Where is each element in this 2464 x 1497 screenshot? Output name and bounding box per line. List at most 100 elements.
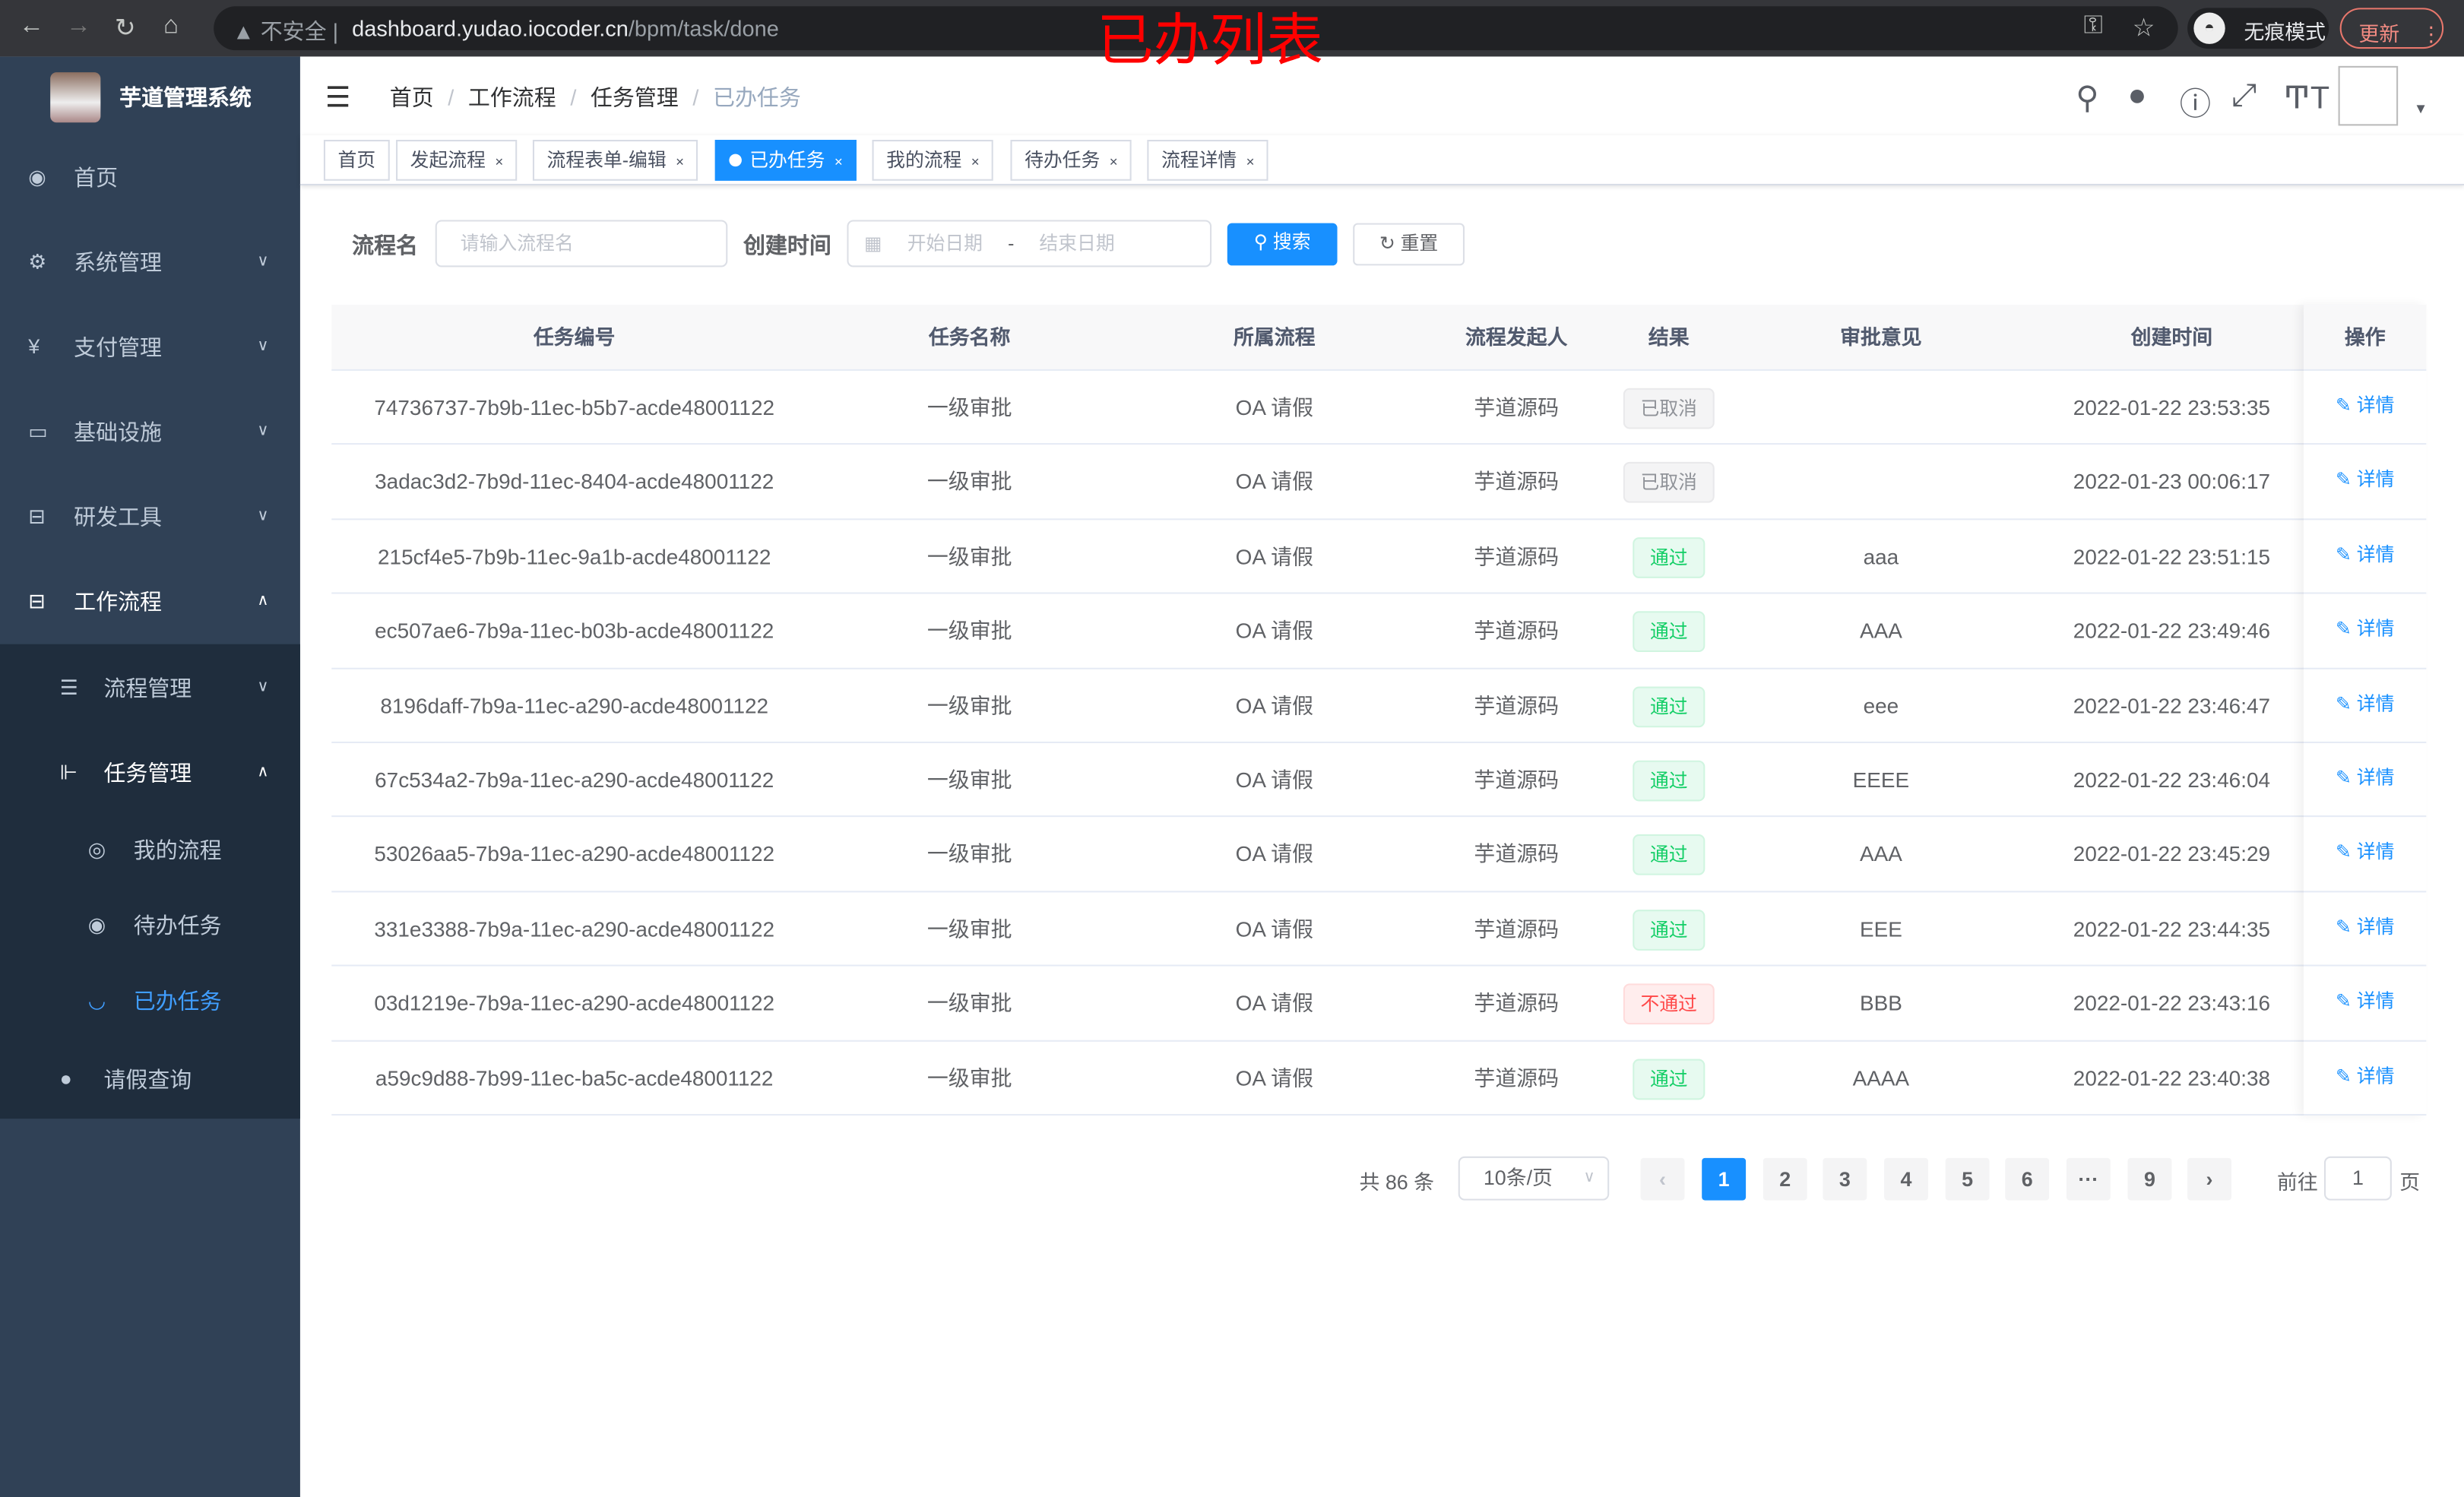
detail-button[interactable]: ✎ 详情 (2304, 520, 2426, 590)
page-button[interactable]: 5 (1945, 1157, 1990, 1201)
sidebar-item-my-process[interactable]: ◎ 我的流程 (0, 812, 300, 888)
cell-task-id: 331e3388-7b9a-11ec-a290-acde48001122 (374, 917, 775, 942)
page-button[interactable]: 3 (1823, 1157, 1867, 1201)
reload-icon[interactable]: ↻ (114, 15, 136, 43)
gear-icon: ⚙ (28, 249, 47, 274)
reset-button[interactable]: ↻ 重置 (1353, 223, 1465, 266)
cell-process-name: OA 请假 (1235, 1066, 1313, 1090)
tag-form-edit[interactable]: 流程表单-编辑 × (532, 140, 698, 181)
sidebar-item-done[interactable]: ◡ 已办任务 (0, 963, 300, 1038)
sidebar-item-infra[interactable]: ▭ 基础设施 ∨ (0, 390, 300, 475)
breadcrumb-item[interactable]: 首页 (389, 84, 434, 110)
sidebar-item-label: 系统管理 (74, 249, 162, 275)
address-bar[interactable] (214, 6, 2178, 51)
page-button[interactable]: 4 (1884, 1157, 1928, 1201)
tag-my-process[interactable]: 我的流程 × (872, 140, 994, 181)
key-icon[interactable]: ⚿ (2083, 12, 2103, 40)
search-icon[interactable]: ⚲ (2076, 81, 2099, 117)
fullscreen-icon[interactable]: ⤢ (2231, 78, 2257, 113)
cell-task-name: 一级审批 (926, 768, 1012, 793)
sidebar-item-workflow[interactable]: ⊟ 工作流程 ∧ (0, 559, 300, 644)
end-date[interactable]: 结束日期 (1039, 233, 1115, 255)
sidebar-item-home[interactable]: ◉ 首页 (0, 135, 300, 220)
breadcrumb-current: 已办任务 (713, 84, 801, 110)
close-icon[interactable]: × (676, 153, 684, 170)
font-size-icon[interactable]: ͲT (2283, 81, 2330, 117)
tag-start-process[interactable]: 发起流程 × (396, 140, 518, 181)
prev-page-button[interactable]: ‹ (1640, 1157, 1685, 1201)
home-icon[interactable]: ⌂ (163, 12, 179, 40)
cell-starter: 芋道源码 (1474, 396, 1560, 420)
sidebar-item-system[interactable]: ⚙ 系统管理 ∨ (0, 220, 300, 305)
detail-button[interactable]: ✎ 详情 (2304, 594, 2426, 665)
incognito-icon: ◓ (2193, 12, 2225, 44)
start-date[interactable]: 开始日期 (907, 233, 983, 255)
sidebar-item-label: 研发工具 (74, 504, 162, 530)
page-button[interactable]: 2 (1762, 1157, 1807, 1201)
cell-process-name: OA 请假 (1235, 694, 1313, 718)
breadcrumb-item[interactable]: 工作流程 (467, 84, 556, 110)
detail-button[interactable]: ✎ 详情 (2304, 818, 2426, 888)
github-icon[interactable]: ● (2127, 78, 2147, 113)
sidebar-item-leave[interactable]: ● 请假查询 (0, 1040, 300, 1119)
update-button[interactable]: 更新 ⋮ (2339, 8, 2444, 49)
tag-process-detail[interactable]: 流程详情 × (1147, 140, 1269, 181)
sidebar-item-label: 待办任务 (133, 913, 222, 938)
cell-starter: 芋道源码 (1474, 843, 1560, 867)
search-button[interactable]: ⚲ 搜索 (1227, 223, 1338, 266)
cell-create-time: 2022-01-22 23:51:15 (2073, 545, 2271, 569)
tag-todo[interactable]: 待办任务 × (1010, 140, 1132, 181)
page-button[interactable]: 9 (2127, 1157, 2172, 1201)
close-icon[interactable]: × (1246, 153, 1255, 170)
tag-home[interactable]: 首页 (323, 140, 390, 181)
star-icon[interactable]: ☆ (2132, 15, 2155, 43)
sidebar-item-label: 任务管理 (103, 760, 192, 786)
page-button[interactable]: 6 (2005, 1157, 2050, 1201)
cell-task-id: 53026aa5-7b9a-11ec-a290-acde48001122 (374, 843, 775, 867)
sidebar-item-task-manage[interactable]: ⊩ 任务管理 ∧ (0, 730, 300, 815)
sidebar-item-todo[interactable]: ◉ 待办任务 (0, 888, 300, 963)
edit-icon: ✎ (2336, 543, 2352, 565)
hamburger-icon[interactable]: ☰ (325, 81, 351, 113)
sidebar: 芋道管理系统 ◉ 首页 ⚙ 系统管理 ∨ ¥ 支付管理 ∨ ▭ 基础设施 ∨ ⊟ 研发工具 ∨ ⊟… (0, 56, 300, 1497)
sidebar-item-process-manage[interactable]: ☰ 流程管理 ∨ (0, 646, 300, 731)
page-size-select[interactable]: 10条/页 ∨ (1458, 1156, 1610, 1201)
back-icon[interactable]: ← (18, 12, 44, 40)
forward-icon[interactable]: → (65, 12, 91, 40)
caret-down-icon[interactable]: ▼ (2413, 100, 2428, 117)
breadcrumb-item[interactable]: 任务管理 (590, 84, 679, 110)
monitor-icon: ▭ (28, 419, 48, 444)
page-size-value: 10条/页 (1483, 1166, 1553, 1190)
detail-button[interactable]: ✎ 详情 (2304, 1041, 2426, 1112)
detail-label: 详情 (2356, 915, 2395, 938)
close-icon[interactable]: × (971, 153, 980, 170)
cell-comment: AAA (1859, 619, 1902, 644)
process-name-input[interactable]: 请输入流程名 (435, 220, 728, 267)
detail-button[interactable]: ✎ 详情 (2304, 669, 2426, 739)
page-button[interactable]: 1 (1702, 1157, 1747, 1201)
more-pages-button[interactable]: ··· (2066, 1157, 2111, 1201)
detail-button[interactable]: ✎ 详情 (2304, 371, 2426, 442)
avatar[interactable] (2338, 65, 2399, 126)
detail-button[interactable]: ✎ 详情 (2304, 892, 2426, 963)
tag-label: 我的流程 (886, 149, 962, 172)
detail-button[interactable]: ✎ 详情 (2304, 743, 2426, 814)
sidebar-item-tool[interactable]: ⊟ 研发工具 ∨ (0, 474, 300, 559)
detail-button[interactable]: ✎ 详情 (2304, 445, 2426, 516)
url[interactable]: dashboard.yudao.iocoder.cn/bpm/task/done (352, 16, 779, 41)
incognito-badge[interactable]: ◓ 无痕模式 (2187, 8, 2329, 49)
edit-icon: ✎ (2336, 394, 2352, 416)
calendar-icon: ▦ (864, 233, 882, 255)
close-icon[interactable]: × (495, 153, 504, 170)
sidebar-item-pay[interactable]: ¥ 支付管理 ∨ (0, 305, 300, 390)
help-icon[interactable]: ⓘ (2179, 87, 2212, 123)
chevron-up-icon: ∧ (257, 763, 269, 781)
date-range-picker[interactable]: ▦ 开始日期 - 结束日期 (847, 220, 1212, 267)
goto-page-input[interactable]: 1 (2323, 1156, 2392, 1201)
close-icon[interactable]: × (1109, 153, 1118, 170)
next-page-button[interactable]: › (2187, 1157, 2231, 1201)
detail-button[interactable]: ✎ 详情 (2304, 967, 2426, 1037)
close-icon[interactable]: × (834, 153, 843, 170)
tag-done-task[interactable]: 已办任务 × (714, 140, 857, 181)
page-suffix: 页 (2399, 1170, 2421, 1195)
